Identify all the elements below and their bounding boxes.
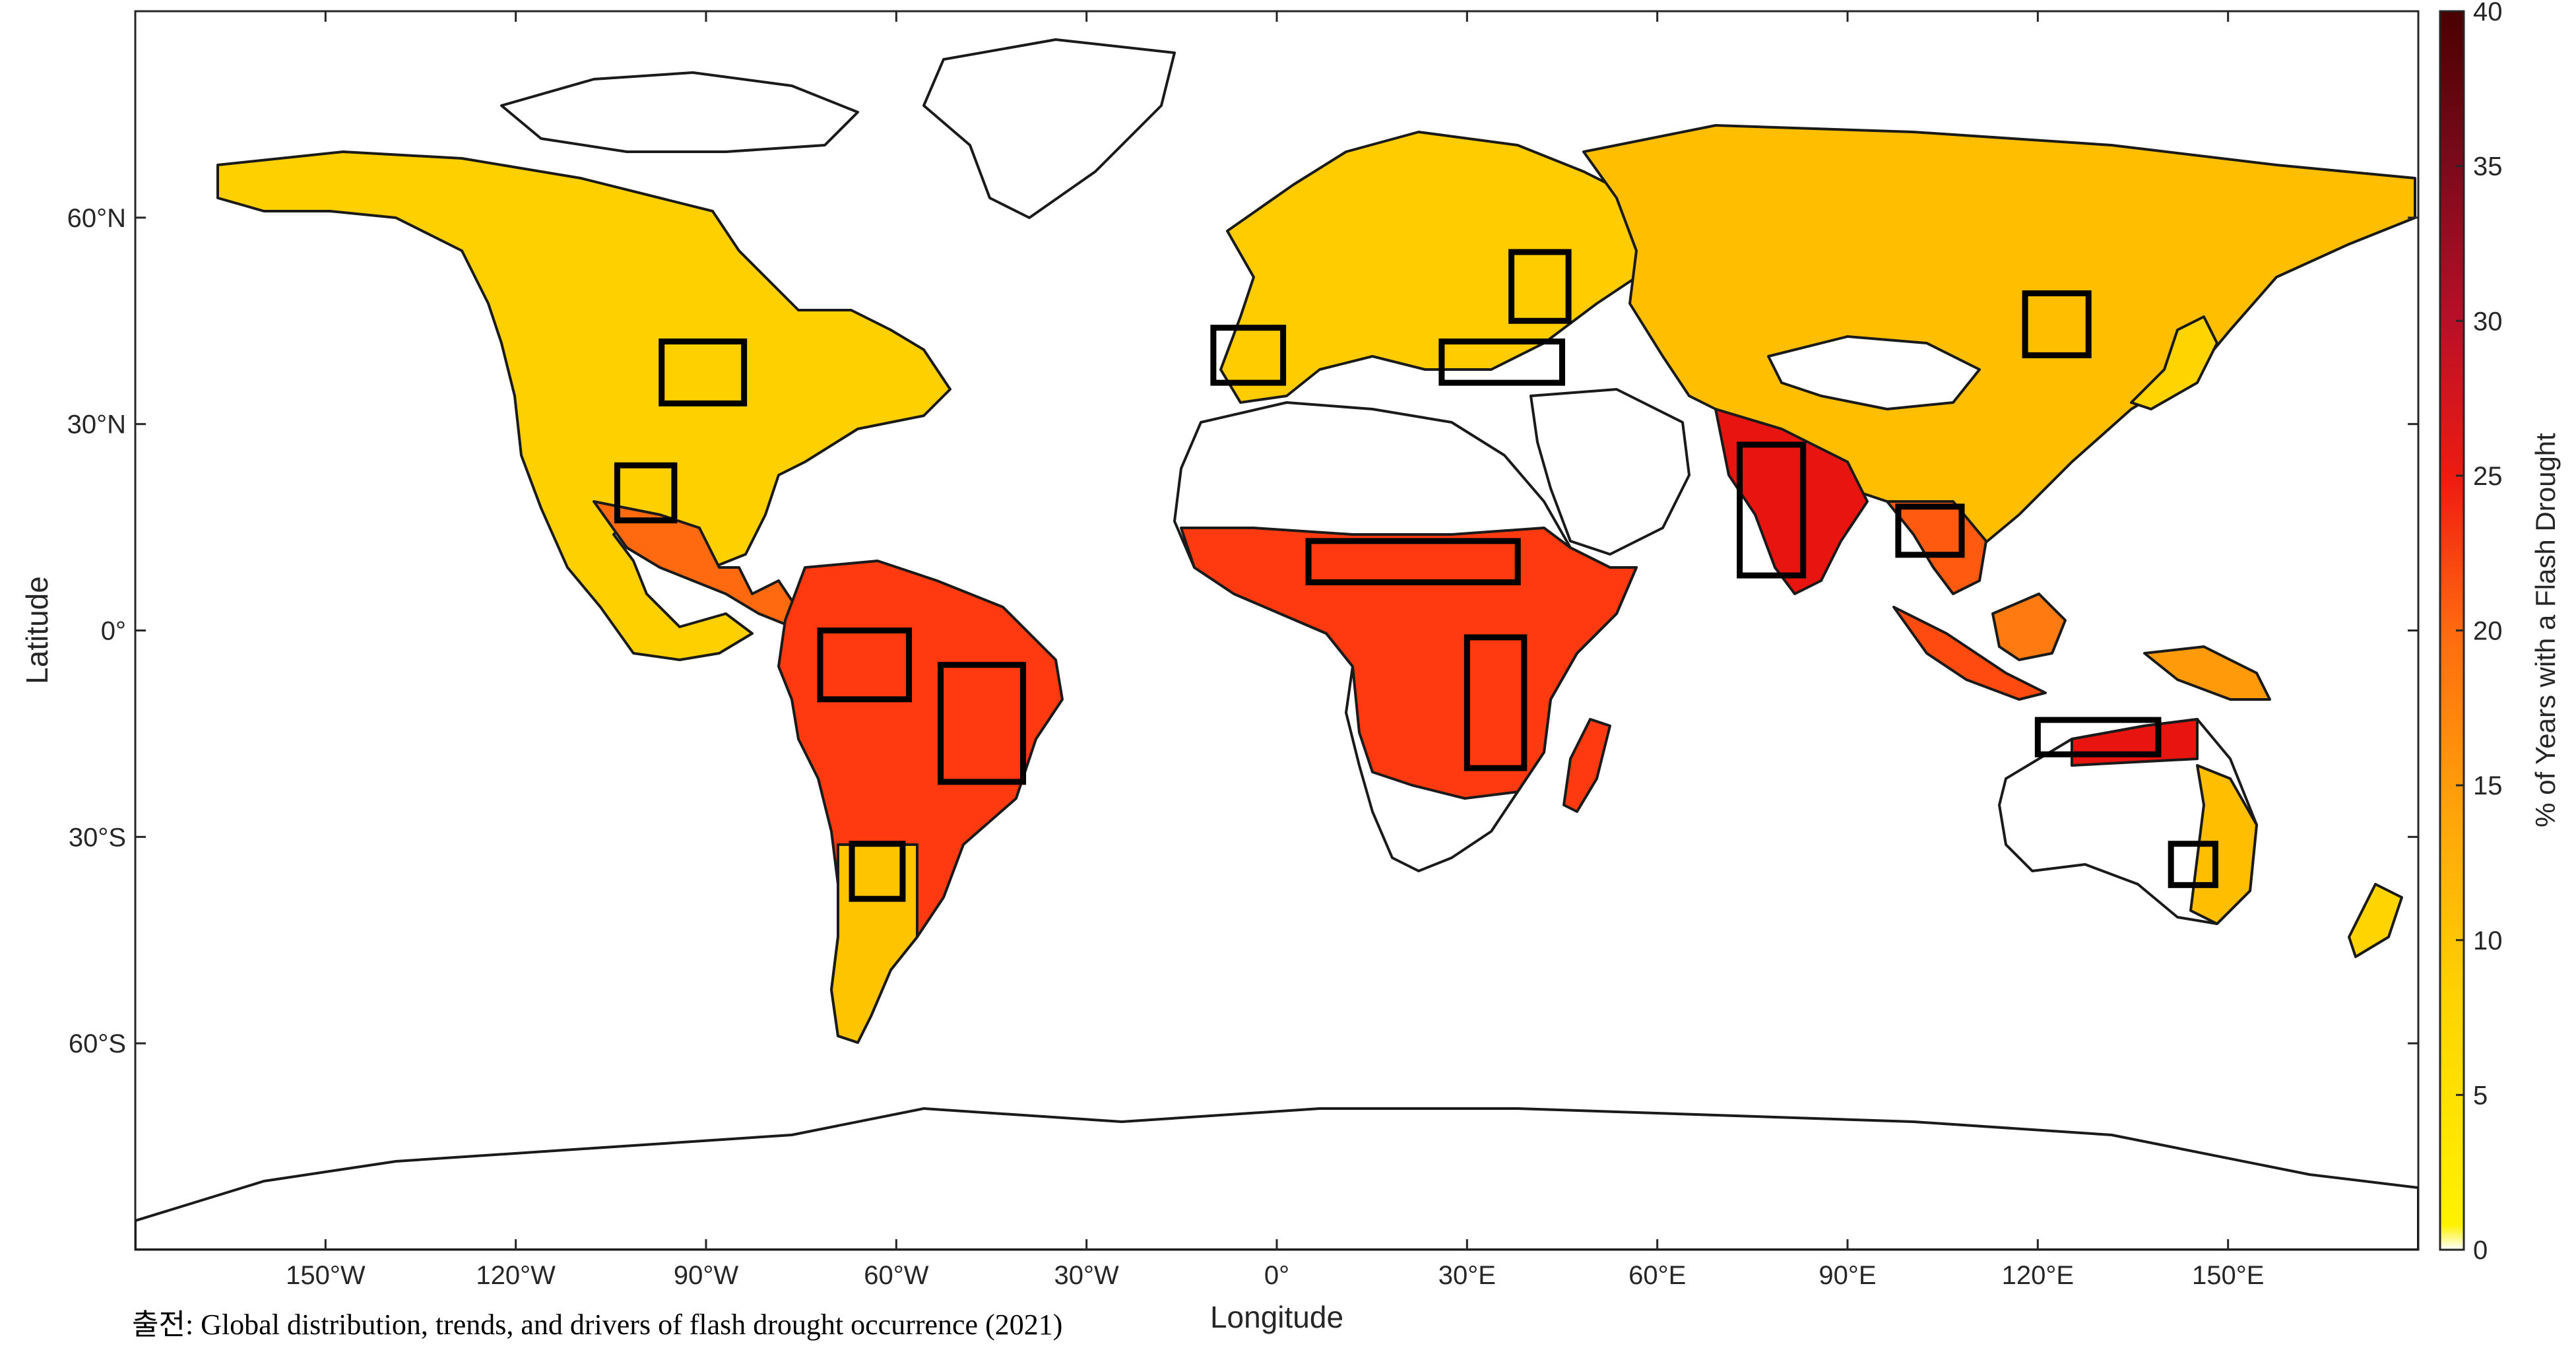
region-box	[2022, 290, 2092, 358]
colorbar-ticks: 0 5 10 15 20 25 30 35 40	[2456, 0, 2503, 1265]
colorbar-tick-label: 5	[2473, 1081, 2488, 1110]
colorbar-tick-label: 25	[2473, 462, 2503, 491]
x-tick-label: 60°W	[864, 1261, 928, 1290]
x-tick-label: 150°W	[286, 1261, 366, 1290]
x-tick-label: 30°E	[1438, 1261, 1496, 1290]
x-axis-title: Longitude	[1210, 1300, 1343, 1334]
asia-land	[1582, 124, 2416, 549]
source-caption: 출전: Global distribution, trends, and dri…	[132, 1308, 1062, 1341]
new-zealand-land	[2348, 883, 2403, 958]
y-tick-label: 60°S	[69, 1029, 126, 1058]
colorbar-tick-label: 35	[2473, 152, 2503, 181]
colorbar-tick-label: 0	[2473, 1236, 2488, 1265]
y-tick-label: 30°S	[69, 823, 126, 852]
y-tick-label: 30°N	[67, 410, 126, 439]
region-box	[849, 841, 906, 902]
region-box	[1737, 441, 1807, 579]
region-box	[1508, 249, 1572, 324]
region-box	[1438, 338, 1566, 386]
map-land-layer	[135, 38, 2418, 1250]
japan-land	[2130, 315, 2218, 410]
new-guinea-land	[2143, 645, 2271, 701]
x-tick-label: 150°E	[2192, 1261, 2264, 1290]
colorbar-tick-label: 30	[2473, 307, 2503, 336]
x-axis: 150°W 120°W 90°W 60°W 30°W 0° 30°E 60°E 90°E 120°…	[286, 11, 2264, 1290]
y-tick-label: 0°	[101, 617, 126, 646]
highlighted-regions	[614, 249, 2218, 902]
india-land	[1714, 408, 1869, 595]
antarctica-land	[135, 1107, 2418, 1250]
colorbar-tick-label: 15	[2473, 771, 2503, 800]
x-tick-label: 60°E	[1628, 1261, 1686, 1290]
x-tick-label: 120°E	[2002, 1261, 2074, 1290]
region-box	[2168, 841, 2218, 888]
x-tick-label: 0°	[1264, 1261, 1289, 1290]
region-box	[1895, 503, 1965, 558]
tibet-no-data	[1767, 335, 1981, 410]
y-axis: 60°N 30°N 0° 30°S 60°S	[67, 204, 2418, 1058]
x-tick-label: 90°W	[674, 1261, 738, 1290]
region-box	[1464, 634, 1528, 771]
region-box	[614, 462, 678, 524]
borneo-land	[1991, 593, 2067, 661]
region-box	[1305, 538, 1521, 586]
colorbar-title: % of Years with a Flash Drought	[2530, 433, 2561, 827]
indonesia-land	[1892, 606, 2047, 701]
arctic-islands	[500, 71, 859, 153]
colorbar-tick-label: 40	[2473, 0, 2503, 26]
colorbar-tick-label: 20	[2473, 617, 2503, 646]
y-tick-label: 60°N	[67, 204, 126, 233]
greenland	[922, 38, 1176, 219]
region-box	[938, 662, 1027, 785]
region-box	[2034, 717, 2162, 758]
region-box	[1210, 325, 1287, 386]
region-box	[817, 628, 913, 703]
x-tick-label: 120°W	[476, 1261, 556, 1290]
y-axis-title: Latitude	[20, 576, 54, 684]
colorbar-tick-label: 10	[2473, 926, 2503, 955]
madagascar-land	[1562, 718, 1611, 813]
x-tick-label: 90°E	[1819, 1261, 1876, 1290]
region-box	[659, 338, 748, 406]
x-tick-label: 30°W	[1054, 1261, 1119, 1290]
middle-east-land	[1530, 388, 1690, 556]
